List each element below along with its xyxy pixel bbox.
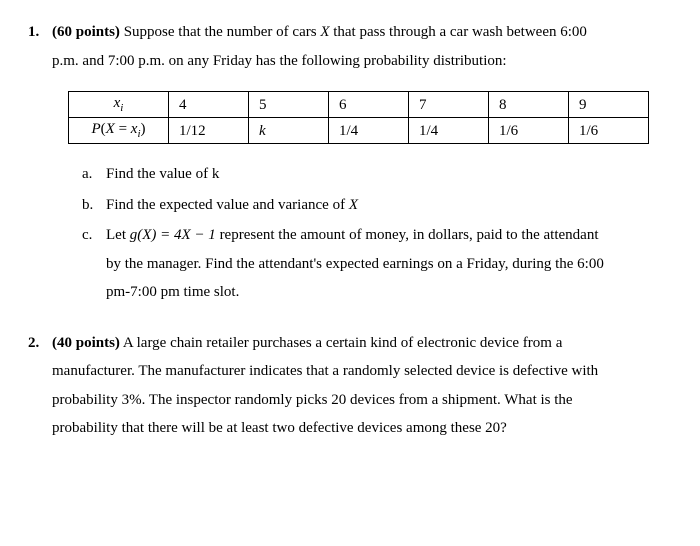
q1-table-wrap: xi 4 5 6 7 8 9 P(X = xi) 1/12 k 1/4 1/4 …: [68, 91, 660, 144]
q1c-fn: g(X) = 4X − 1: [130, 227, 216, 243]
q2-points: (40 points): [52, 335, 120, 351]
cell: 4: [169, 92, 249, 118]
q1-part-c: c. Let g(X) = 4X − 1 represent the amoun…: [82, 221, 660, 307]
q1-part-b: b. Find the expected value and variance …: [82, 191, 660, 220]
q2-text: (40 points) A large chain retailer purch…: [52, 329, 660, 443]
cell: 1/4: [409, 118, 489, 144]
q1c-t1: Let: [106, 227, 130, 243]
cell: 9: [569, 92, 649, 118]
q2-l2: manufacturer. The manufacturer indicates…: [52, 363, 598, 379]
q1c-t3: by the manager. Find the attendant's exp…: [106, 256, 604, 272]
cell: 5: [249, 92, 329, 118]
cell: 1/6: [569, 118, 649, 144]
q1b-var: X: [349, 197, 358, 213]
q1b-text: Find the expected value and variance of: [106, 197, 349, 213]
cell: 1/6: [489, 118, 569, 144]
question-1: 1. (60 points) Suppose that the number o…: [28, 18, 660, 307]
q2-number: 2.: [28, 329, 52, 443]
cell-k: k: [259, 123, 266, 139]
q2-l4: probability that there will be at least …: [52, 420, 507, 436]
part-text: Find the expected value and variance of …: [106, 191, 660, 220]
q1-number: 1.: [28, 18, 52, 75]
q1-heading: 1. (60 points) Suppose that the number o…: [28, 18, 660, 75]
q2-l3: probability 3%. The inspector randomly p…: [52, 392, 573, 408]
part-text: Find the value of k: [106, 160, 660, 189]
q2-heading: 2. (40 points) A large chain retailer pu…: [28, 329, 660, 443]
q1-part-a: a. Find the value of k: [82, 160, 660, 189]
part-letter: a.: [82, 160, 106, 189]
q1-intro-b: that pass through a car wash between 6:0…: [329, 24, 586, 40]
q1-intro-a: Suppose that the number of cars: [124, 24, 321, 40]
probability-table: xi 4 5 6 7 8 9 P(X = xi) 1/12 k 1/4 1/4 …: [68, 91, 649, 144]
part-letter: b.: [82, 191, 106, 220]
cell: 6: [329, 92, 409, 118]
cell: 1/4: [329, 118, 409, 144]
question-2: 2. (40 points) A large chain retailer pu…: [28, 329, 660, 443]
q1-text: (60 points) Suppose that the number of c…: [52, 18, 660, 75]
q1-subparts: a. Find the value of k b. Find the expec…: [82, 160, 660, 307]
cell-xi-label: xi: [69, 92, 169, 118]
q1c-t2: represent the amount of money, in dollar…: [216, 227, 599, 243]
cell: k: [249, 118, 329, 144]
cell: 7: [409, 92, 489, 118]
q1-points: (60 points): [52, 24, 120, 40]
table-row: xi 4 5 6 7 8 9: [69, 92, 649, 118]
q1-intro-c: p.m. and 7:00 p.m. on any Friday has the…: [52, 53, 507, 69]
q1c-t4: pm-7:00 pm time slot.: [106, 284, 239, 300]
cell-pxi-label: P(X = xi): [69, 118, 169, 144]
q2-l1: A large chain retailer purchases a certa…: [120, 335, 562, 351]
table-row: P(X = xi) 1/12 k 1/4 1/4 1/6 1/6: [69, 118, 649, 144]
cell: 1/12: [169, 118, 249, 144]
part-letter: c.: [82, 221, 106, 307]
q1a-text: Find the value of k: [106, 166, 219, 182]
cell: 8: [489, 92, 569, 118]
part-text: Let g(X) = 4X − 1 represent the amount o…: [106, 221, 660, 307]
